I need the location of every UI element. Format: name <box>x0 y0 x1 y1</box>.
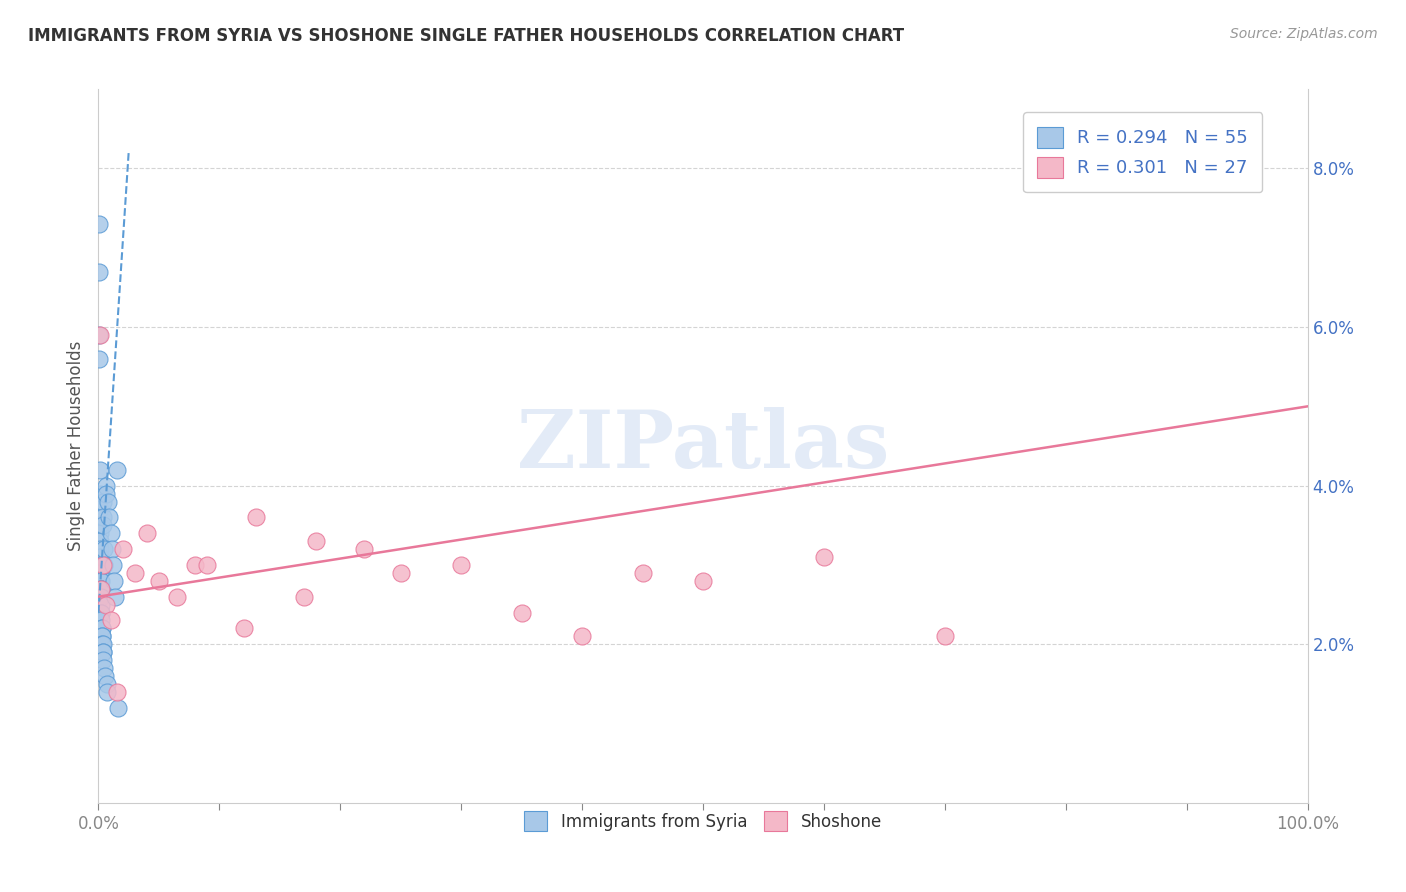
Point <box>89 328 111 343</box>
Point <box>124 566 146 580</box>
Point <box>94 478 117 492</box>
Point <box>101 558 124 572</box>
Point <box>89 518 111 533</box>
Point <box>90 621 112 635</box>
Y-axis label: Single Father Households: Single Father Households <box>66 341 84 551</box>
Point <box>91 494 114 508</box>
Point <box>184 558 207 572</box>
Point <box>89 463 111 477</box>
Point <box>105 463 128 477</box>
Point <box>91 645 114 659</box>
Point <box>104 590 127 604</box>
Point <box>571 629 593 643</box>
Legend: Immigrants from Syria, Shoshone: Immigrants from Syria, Shoshone <box>517 805 889 838</box>
Point <box>87 217 110 231</box>
Point <box>89 534 111 549</box>
Point <box>89 574 111 588</box>
Point <box>87 264 110 278</box>
Point <box>90 582 112 596</box>
Point <box>97 494 120 508</box>
Point <box>93 661 115 675</box>
Point <box>89 351 111 366</box>
Point <box>91 637 114 651</box>
Point <box>90 606 112 620</box>
Point <box>103 574 125 588</box>
Point <box>91 510 114 524</box>
Point <box>90 614 112 628</box>
Point <box>93 558 115 572</box>
Point <box>353 542 375 557</box>
Point <box>245 510 267 524</box>
Point <box>1236 137 1258 152</box>
Point <box>105 685 128 699</box>
Point <box>292 590 315 604</box>
Text: Source: ZipAtlas.com: Source: ZipAtlas.com <box>1230 27 1378 41</box>
Point <box>90 582 112 596</box>
Point <box>510 606 533 620</box>
Point <box>89 526 111 541</box>
Point <box>89 549 111 564</box>
Point <box>89 486 111 500</box>
Point <box>166 590 188 604</box>
Point <box>111 542 134 557</box>
Point <box>90 574 112 588</box>
Point <box>89 558 111 572</box>
Point <box>91 653 114 667</box>
Point <box>91 645 114 659</box>
Point <box>98 510 121 524</box>
Point <box>90 621 112 635</box>
Point <box>90 606 112 620</box>
Text: IMMIGRANTS FROM SYRIA VS SHOSHONE SINGLE FATHER HOUSEHOLDS CORRELATION CHART: IMMIGRANTS FROM SYRIA VS SHOSHONE SINGLE… <box>28 27 904 45</box>
Point <box>305 534 328 549</box>
Point <box>96 677 118 691</box>
Point <box>96 685 118 699</box>
Point <box>94 598 117 612</box>
Point <box>91 629 114 643</box>
Text: ZIPatlas: ZIPatlas <box>517 407 889 485</box>
Point <box>90 582 112 596</box>
Point <box>89 558 111 572</box>
Point <box>100 526 122 541</box>
Point <box>89 566 111 580</box>
Point <box>813 549 835 564</box>
Point <box>195 558 218 572</box>
Point <box>89 328 111 343</box>
Point <box>692 574 714 588</box>
Point <box>94 669 117 683</box>
Point <box>89 502 111 516</box>
Point <box>90 582 112 596</box>
Point <box>232 621 254 635</box>
Point <box>89 542 111 557</box>
Point <box>450 558 472 572</box>
Point <box>107 700 129 714</box>
Point <box>148 574 170 588</box>
Point <box>90 590 112 604</box>
Point <box>89 566 111 580</box>
Point <box>100 542 122 557</box>
Point <box>934 629 956 643</box>
Point <box>100 614 122 628</box>
Point <box>631 566 654 580</box>
Point <box>135 526 157 541</box>
Point <box>389 566 412 580</box>
Point <box>91 637 114 651</box>
Point <box>90 598 112 612</box>
Point <box>91 558 114 572</box>
Point <box>93 542 115 557</box>
Point <box>91 629 114 643</box>
Point <box>96 486 118 500</box>
Point <box>93 518 115 533</box>
